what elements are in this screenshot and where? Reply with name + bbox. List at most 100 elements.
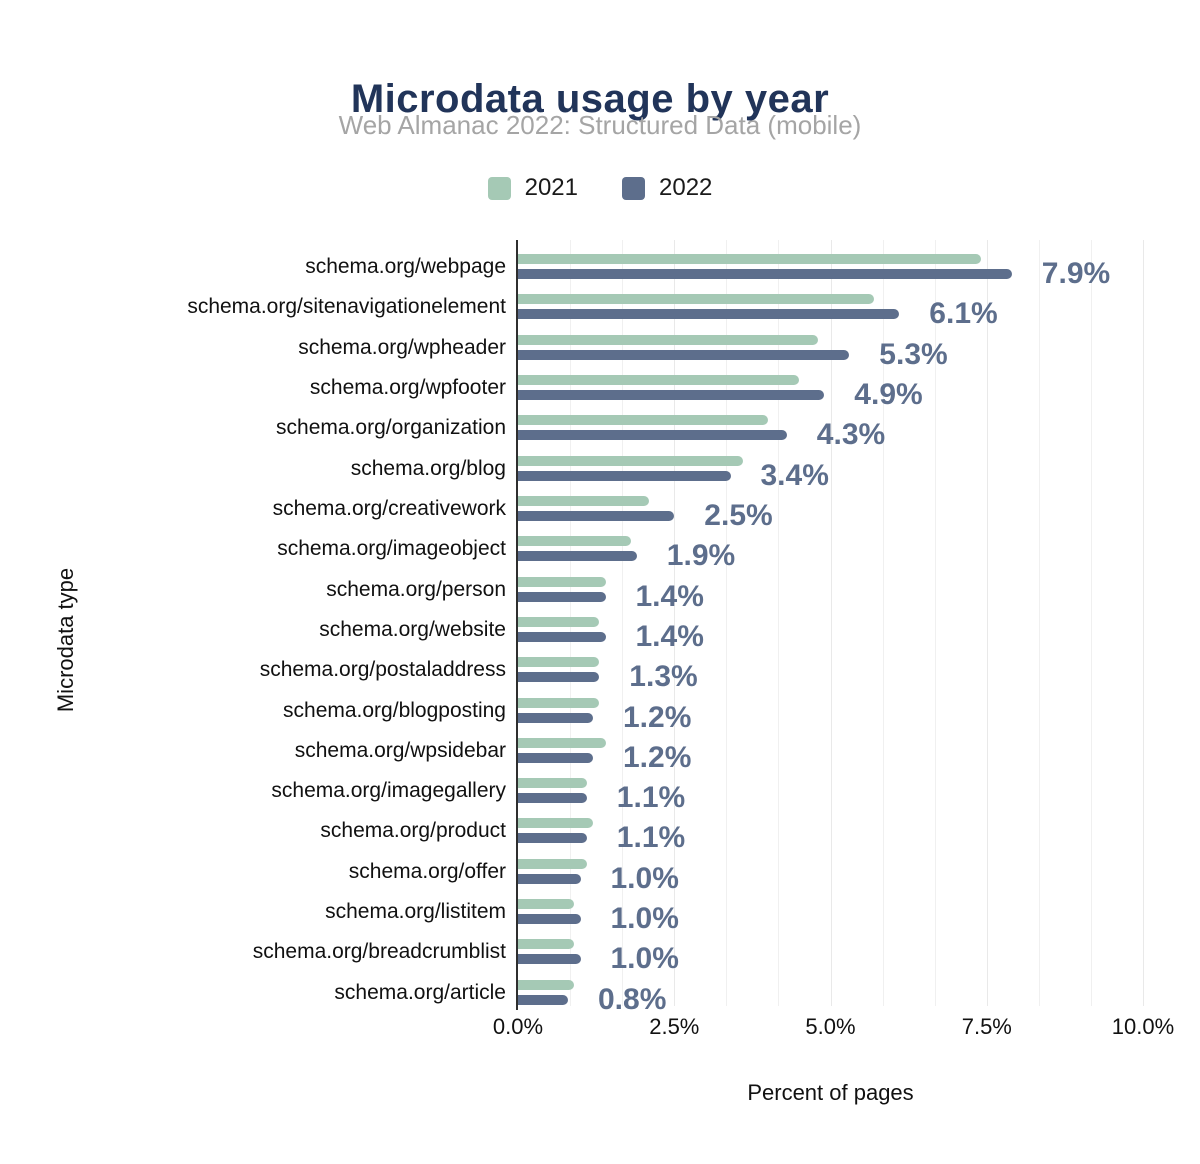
category-label: schema.org/wpheader [298, 335, 506, 359]
gridline [986, 240, 988, 1006]
y-axis-line [516, 240, 518, 1010]
category-label: schema.org/webpage [305, 255, 506, 278]
category-label: schema.org/imagegallery [271, 779, 506, 803]
bar-2021 [518, 294, 875, 305]
value-label: 3.4% [760, 458, 829, 492]
value-label: 1.4% [635, 579, 704, 613]
x-tick-label: 0.0% [492, 1014, 544, 1039]
value-label: 1.0% [610, 902, 679, 936]
bar-2021 [518, 657, 600, 668]
category-label: schema.org/listitem [325, 900, 506, 924]
bar-2022 [518, 954, 581, 965]
bar-2021 [518, 415, 768, 426]
gridline [726, 240, 728, 1006]
bar-2021 [518, 818, 593, 829]
value-label: 1.1% [616, 821, 686, 855]
bar-2021 [518, 979, 575, 990]
value-label: 4.3% [816, 418, 886, 452]
gridline [1143, 240, 1144, 1006]
bar-2022 [518, 591, 606, 602]
bar-2021 [518, 858, 587, 869]
value-label: 2.5% [704, 498, 773, 532]
bar-2021 [518, 495, 650, 506]
bar-2021 [518, 737, 606, 748]
bar-2022 [518, 712, 593, 723]
bar-2022 [518, 551, 637, 562]
y-axis-title: Microdata type [53, 567, 78, 713]
gridline [1090, 240, 1092, 1006]
value-label: 1.9% [666, 539, 736, 573]
legend-item-2022: 2022 [622, 174, 712, 202]
category-label: schema.org/creativework [272, 496, 506, 520]
value-label: 4.9% [854, 377, 923, 411]
bar-2022 [518, 269, 1012, 279]
bar-2022 [518, 994, 568, 1005]
gridline [1038, 240, 1040, 1006]
bar-2022 [518, 631, 606, 642]
gridline [882, 240, 884, 1006]
gridline [622, 240, 624, 1006]
gridline [778, 240, 780, 1006]
bar-2022 [518, 510, 675, 521]
category-label: schema.org/offer [348, 859, 506, 883]
value-label: 1.3% [629, 660, 698, 694]
category-label: schema.org/person [326, 577, 506, 601]
value-label: 1.0% [610, 942, 679, 976]
x-tick-label: 2.5% [649, 1014, 700, 1039]
bar-2022 [518, 470, 731, 481]
category-label: schema.org/product [320, 819, 506, 843]
value-label: 1.0% [610, 861, 679, 895]
bar-2021 [518, 616, 600, 627]
chart-subtitle: Web Almanac 2022: Structured Data (mobil… [338, 110, 862, 140]
gridline [934, 240, 936, 1006]
value-label: 0.8% [598, 982, 667, 1016]
bar-2022 [518, 914, 581, 925]
legend-swatch-2021 [487, 176, 511, 200]
bar-2022 [518, 309, 900, 320]
bar-2021 [518, 374, 800, 385]
category-label: schema.org/article [334, 980, 506, 1004]
bar-2021 [518, 576, 606, 587]
x-tick-label: 10.0% [1111, 1014, 1175, 1039]
x-tick-label: 7.5% [961, 1014, 1012, 1039]
category-label: schema.org/imageobject [277, 537, 506, 561]
legend-label-2022: 2022 [659, 174, 713, 201]
value-label: 1.2% [623, 700, 692, 734]
bar-2021 [518, 254, 981, 264]
bar-2021 [518, 899, 575, 910]
gridline [830, 240, 832, 1006]
category-label: schema.org/wpfooter [309, 375, 506, 399]
bar-2022 [518, 349, 850, 360]
bar-2021 [518, 334, 818, 345]
value-label: 5.3% [879, 337, 948, 371]
plot-area: 7.9% 6.1% 5.3% 4.9% 4.3% 3.4% 2.5% 1.9% 1.4% 1.4%… [516, 240, 1195, 1014]
legend-label-2021: 2021 [524, 174, 578, 201]
legend-swatch-2022 [622, 176, 645, 200]
value-label: 1.2% [623, 740, 692, 774]
category-label: schema.org/organization [276, 416, 506, 440]
category-label: schema.org/sitenavigationelement [187, 295, 506, 319]
category-label: schema.org/postaladdress [259, 658, 506, 682]
bar-2021 [518, 536, 631, 547]
bar-2022 [518, 430, 787, 441]
value-label: 1.4% [635, 619, 704, 653]
bar-2022 [518, 833, 587, 844]
x-axis-title: Percent of pages [747, 1080, 914, 1105]
category-label: schema.org/breadcrumblist [252, 940, 506, 964]
bar-2021 [518, 697, 600, 708]
category-label: schema.org/blogposting [283, 698, 506, 722]
category-label: schema.org/website [319, 617, 506, 641]
gridline [674, 240, 676, 1006]
bar-2022 [518, 672, 600, 683]
legend-item-2021: 2021 [487, 174, 578, 202]
bar-2022 [518, 389, 825, 400]
bar-2022 [518, 873, 581, 884]
page-title: Microdata usage by year [350, 76, 830, 121]
bar-2021 [518, 455, 743, 466]
bar-2021 [518, 939, 575, 950]
bar-2022 [518, 793, 587, 804]
value-label: 1.1% [616, 781, 686, 815]
x-tick-label: 5.0% [805, 1014, 856, 1039]
bar-2021 [518, 778, 587, 789]
category-label: schema.org/wpsidebar [294, 738, 506, 762]
